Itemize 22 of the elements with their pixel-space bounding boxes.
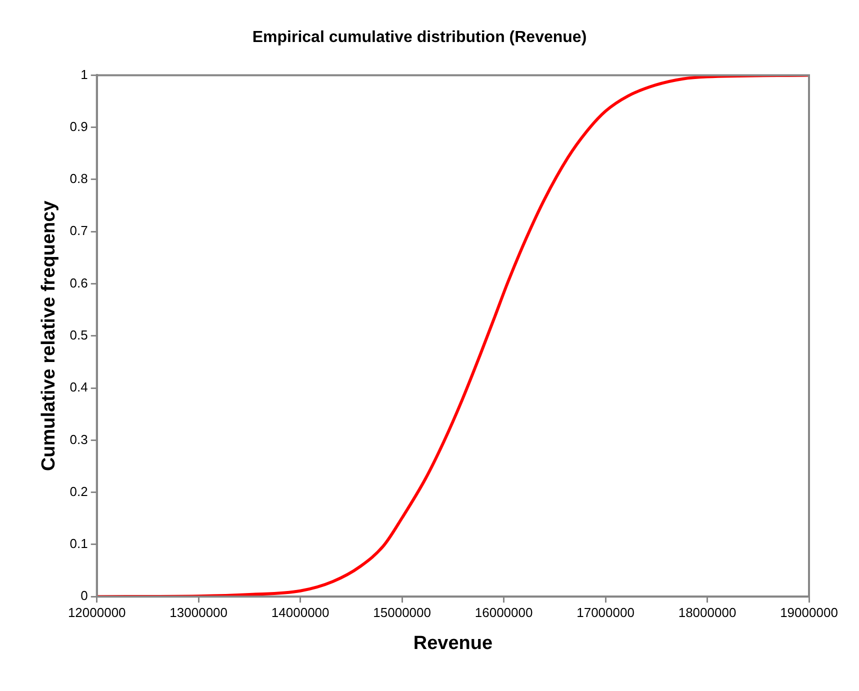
y-tick-label: 0.8 bbox=[70, 171, 88, 186]
y-tick-label: 0 bbox=[80, 588, 88, 604]
y-axis-title: Cumulative relative frequency bbox=[38, 200, 60, 472]
y-tick-label: 0.6 bbox=[70, 275, 88, 290]
x-axis-title: Revenue bbox=[413, 632, 493, 654]
y-tick-label: 0.4 bbox=[70, 380, 88, 395]
y-tick-label: 0.3 bbox=[70, 432, 88, 447]
x-tick-label: 13000000 bbox=[170, 604, 228, 620]
x-tick-label: 19000000 bbox=[780, 604, 838, 620]
x-tick-label: 17000000 bbox=[576, 604, 634, 620]
y-tick-label: 0.2 bbox=[70, 484, 88, 499]
y-tick-label: 0.7 bbox=[70, 223, 88, 238]
y-tick-label: 0.5 bbox=[70, 327, 88, 342]
x-tick-label: 14000000 bbox=[271, 604, 330, 620]
x-tick-label: 12000000 bbox=[68, 604, 126, 620]
y-tick-label: 0.9 bbox=[70, 118, 88, 134]
x-tick-label: 16000000 bbox=[474, 604, 533, 620]
y-tick-label: 1 bbox=[80, 66, 88, 82]
x-tick-label: 15000000 bbox=[373, 604, 431, 620]
x-tick-label: 18000000 bbox=[678, 604, 736, 620]
chart-title: Empirical cumulative distribution (Revenue) bbox=[252, 29, 587, 46]
y-tick-label: 0.1 bbox=[70, 536, 88, 552]
